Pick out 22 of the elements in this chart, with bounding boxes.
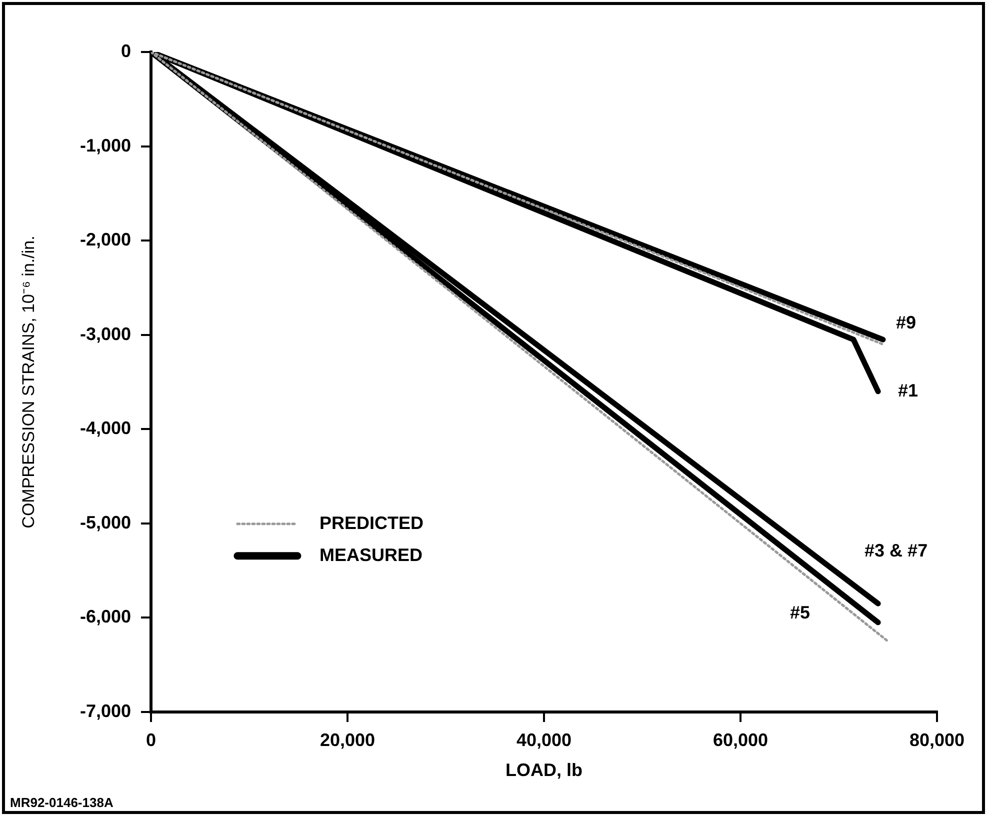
legend-label: MEASURED bbox=[319, 544, 422, 565]
x-tick-label: 0 bbox=[146, 730, 156, 750]
x-tick-label: 40,000 bbox=[516, 730, 572, 750]
y-tick-label: -1,000 bbox=[80, 135, 131, 156]
y-axis-title: COMPRESSION STRAINS, 10⁻⁶ in./in. bbox=[18, 236, 38, 528]
x-axis-title: LOAD, lb bbox=[506, 760, 582, 780]
y-tick-label: -4,000 bbox=[80, 418, 131, 438]
y-tick-label: 0 bbox=[120, 40, 131, 61]
legend-label: PREDICTED bbox=[319, 512, 424, 533]
annotation: #3 & #7 bbox=[864, 540, 928, 561]
y-tick-label: -5,000 bbox=[80, 512, 131, 532]
y-tick-label: -3,000 bbox=[80, 324, 131, 344]
y-tick-label: -6,000 bbox=[80, 606, 131, 627]
text: MR92-0146-138A bbox=[10, 795, 114, 810]
y-tick-label: -7,000 bbox=[80, 700, 131, 721]
annotation: #9 bbox=[896, 312, 916, 333]
x-tick-label: 80,000 bbox=[909, 730, 965, 750]
x-tick-label: 60,000 bbox=[712, 730, 768, 750]
x-tick-label: 20,000 bbox=[320, 730, 376, 750]
annotation: #1 bbox=[898, 380, 918, 400]
annotation: #5 bbox=[790, 602, 810, 622]
y-tick-label: -2,000 bbox=[80, 230, 131, 250]
